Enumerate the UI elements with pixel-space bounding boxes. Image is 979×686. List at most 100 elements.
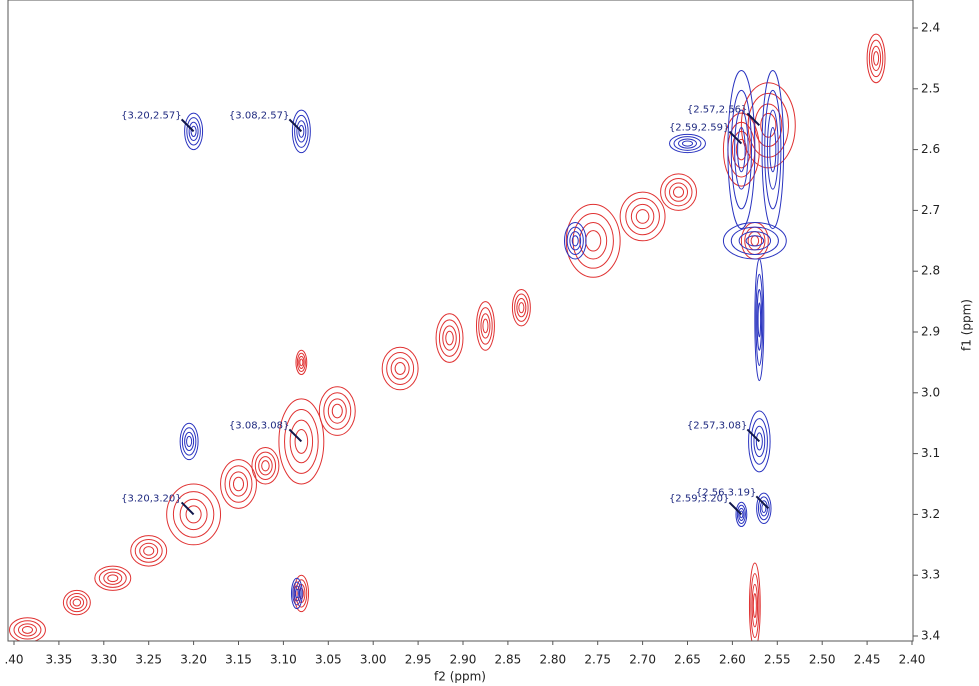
contour-ring xyxy=(579,222,608,260)
y-tick-label: 3.4 xyxy=(921,629,940,643)
contour-ring xyxy=(681,140,694,147)
x-tick-label: 3.30 xyxy=(90,653,117,667)
contour-ring xyxy=(518,302,525,314)
contour-ring xyxy=(757,302,762,338)
contour-peak xyxy=(318,386,356,436)
contour-peak xyxy=(669,133,706,154)
contour-peak xyxy=(278,398,325,485)
contour-ring xyxy=(760,112,777,138)
contour-ring xyxy=(737,126,746,173)
contour-ring xyxy=(292,581,302,606)
contour-ring xyxy=(139,542,159,559)
annotation-label: {2.57,3.08} xyxy=(687,420,747,431)
annotation-label: {3.20,3.20} xyxy=(121,493,181,504)
contour-ring xyxy=(69,595,85,610)
x-tick-label: 2.55 xyxy=(764,653,791,667)
contour-ring xyxy=(755,273,764,366)
contour-ring xyxy=(143,546,155,556)
contour-ring xyxy=(261,460,270,472)
contour-ring xyxy=(98,568,127,588)
contour-peak xyxy=(130,535,168,567)
annotation-label: {3.08,2.57} xyxy=(229,110,289,121)
y-tick-label: 2.9 xyxy=(921,325,940,339)
contour-ring xyxy=(514,293,529,322)
contour-peak xyxy=(748,410,771,473)
contour-ring xyxy=(295,579,308,608)
contour-peak xyxy=(220,459,257,509)
contour-ring xyxy=(766,109,779,190)
contour-peak xyxy=(748,562,761,641)
contour-ring xyxy=(394,362,406,375)
x-tick-label: 3.35 xyxy=(46,653,73,667)
contour-peak xyxy=(291,109,311,154)
contour-peak xyxy=(565,203,621,278)
contour-ring xyxy=(190,125,197,137)
contour-ring xyxy=(625,197,660,236)
contour-ring xyxy=(569,231,582,251)
y-tick-label: 2.4 xyxy=(921,21,940,35)
contour-ring xyxy=(445,330,454,346)
x-tick-label: 3.15 xyxy=(225,653,252,667)
contour-ring xyxy=(673,136,702,151)
contour-ring xyxy=(327,398,347,424)
contour-ring xyxy=(664,177,693,207)
contour-ring xyxy=(752,593,757,619)
annotation-pointer xyxy=(728,501,743,516)
contour-ring xyxy=(294,429,309,454)
contour-ring xyxy=(669,182,689,202)
contour-ring xyxy=(254,451,277,480)
contour-peak xyxy=(381,346,419,391)
contour-ring xyxy=(750,235,760,247)
y-tick-label: 3.1 xyxy=(921,446,940,460)
contour-ring xyxy=(754,103,783,148)
contour-ring xyxy=(871,45,882,72)
contour-ring xyxy=(751,583,759,628)
contour-ring xyxy=(672,186,685,198)
y-tick-label: 3.2 xyxy=(921,507,940,521)
x-tick-label: 2.90 xyxy=(450,653,477,667)
contour-ring xyxy=(757,496,770,521)
contour-ring xyxy=(181,427,197,456)
contour-peak xyxy=(290,577,303,610)
x-tick-label: 3.25 xyxy=(135,653,162,667)
contour-peak xyxy=(735,501,748,528)
contour-peak xyxy=(475,301,495,351)
x-tick-label: 2.40 xyxy=(899,653,926,667)
x-tick-label: 2.70 xyxy=(629,653,656,667)
contour-ring xyxy=(331,403,343,419)
contour-ring xyxy=(323,392,352,430)
contour-ring xyxy=(736,504,746,525)
x-tick-label: 3.20 xyxy=(180,653,207,667)
contour-ring xyxy=(186,435,193,448)
annotation-pointer xyxy=(180,501,195,516)
contour-peak xyxy=(179,422,199,461)
contour-ring xyxy=(747,92,790,158)
contour-ring xyxy=(745,235,765,247)
contour-peak xyxy=(722,112,760,187)
contour-ring xyxy=(284,409,319,474)
contour-ring xyxy=(390,357,410,380)
contour-ring xyxy=(107,574,119,583)
contour-ring xyxy=(258,456,273,476)
x-tick-label: 2.65 xyxy=(674,653,701,667)
contour-ring xyxy=(868,39,884,78)
contour-peak xyxy=(563,222,587,260)
contour-ring xyxy=(516,298,527,318)
contour-ring xyxy=(294,588,299,599)
contour-ring xyxy=(769,126,777,173)
contour-ring xyxy=(730,226,779,255)
contour-ring xyxy=(185,505,202,524)
contour-ring xyxy=(296,352,306,373)
contour-ring xyxy=(630,203,655,230)
contour-peak xyxy=(295,349,308,376)
contour-ring xyxy=(17,623,37,637)
x-tick-label: 2.60 xyxy=(719,653,746,667)
y-axis-label: f1 (ppm) xyxy=(960,299,974,351)
annotation-pointer xyxy=(746,112,761,126)
contour-ring xyxy=(184,431,195,452)
plot-area xyxy=(9,33,886,641)
contour-ring xyxy=(678,138,697,149)
contour-peak xyxy=(756,492,772,525)
contour-ring xyxy=(442,325,457,351)
